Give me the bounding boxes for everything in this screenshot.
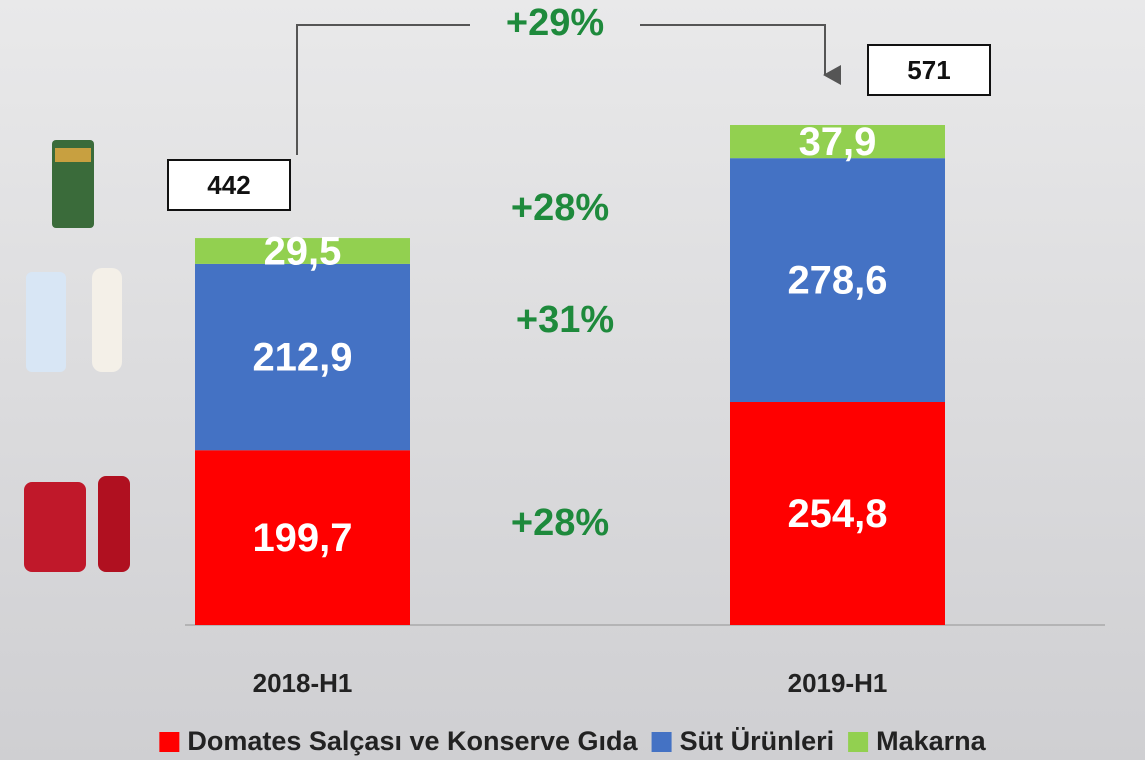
value-label: 29,5 — [264, 230, 342, 274]
legend-swatch — [651, 732, 672, 752]
bar-segment — [730, 125, 945, 159]
total-label: 571 — [907, 55, 950, 85]
bar-segment — [195, 238, 410, 264]
value-label: 254,8 — [787, 492, 887, 536]
total-growth: +29% — [506, 2, 604, 44]
legend-swatch — [848, 732, 869, 752]
value-label: 278,6 — [787, 259, 887, 303]
growth-connector — [296, 24, 825, 155]
total-box — [867, 44, 991, 96]
bar-segment — [195, 263, 410, 451]
legend-label: Domates Salçası ve Konserve Gıda — [187, 726, 638, 756]
total-box — [167, 159, 291, 211]
x-tick-label: 2019-H1 — [788, 668, 888, 698]
legend-label: Makarna — [876, 726, 987, 756]
bar-segment — [195, 450, 410, 625]
legend-label: Süt Ürünleri — [680, 726, 835, 756]
bar-segment — [730, 401, 945, 625]
product-icons — [24, 140, 130, 572]
legend-swatch — [159, 732, 180, 752]
series-growth: +28% — [511, 502, 609, 544]
value-label: 199,7 — [252, 516, 352, 560]
value-label: 212,9 — [252, 336, 352, 380]
value-label: 37,9 — [799, 120, 877, 164]
bar-segment — [730, 158, 945, 402]
series-growth: +28% — [511, 187, 609, 229]
x-tick-label: 2018-H1 — [253, 668, 353, 698]
total-label: 442 — [207, 170, 250, 200]
series-growth: +31% — [516, 299, 614, 341]
